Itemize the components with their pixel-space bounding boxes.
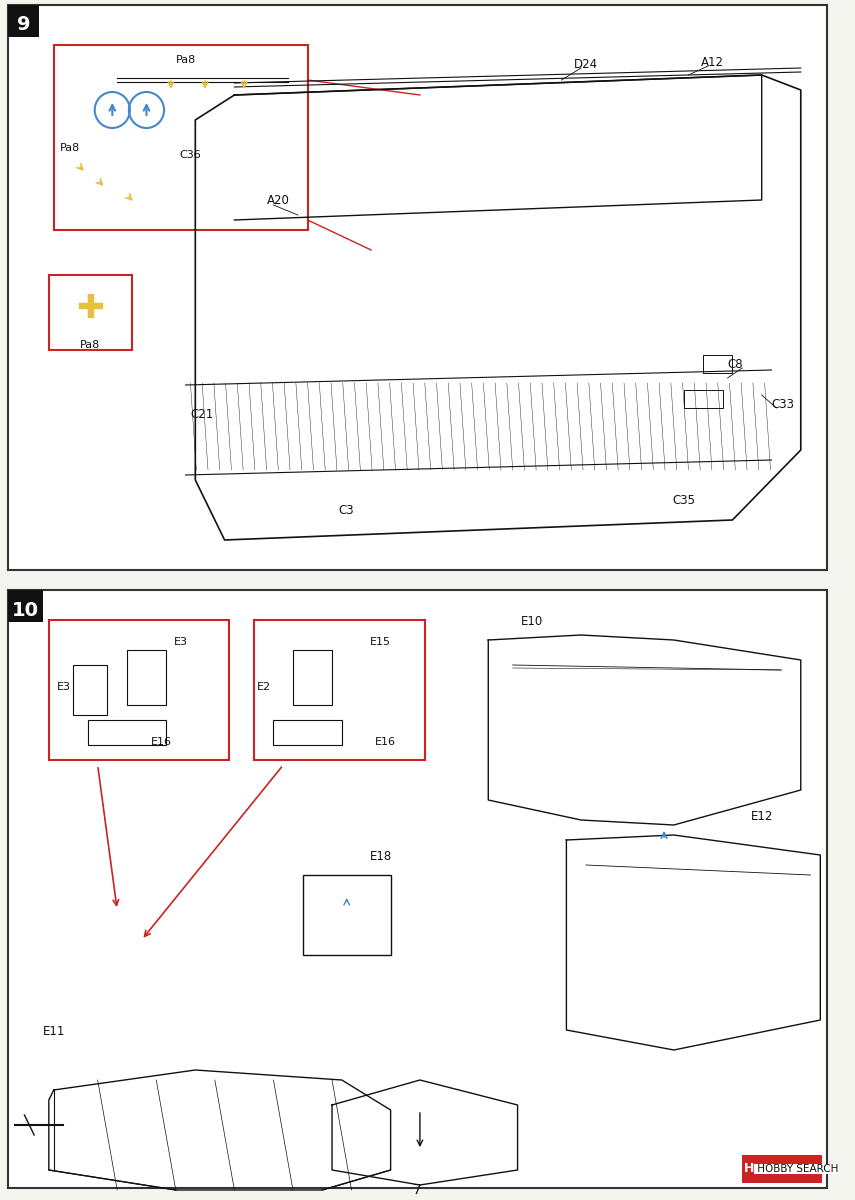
Text: H: H — [744, 1163, 754, 1176]
Bar — [127, 650, 166, 704]
Bar — [8, 5, 827, 570]
Text: E16: E16 — [150, 737, 172, 746]
Text: E3: E3 — [56, 682, 70, 692]
Text: E12: E12 — [751, 810, 773, 823]
Text: C8: C8 — [728, 359, 743, 372]
Text: Pa8: Pa8 — [175, 55, 196, 65]
Bar — [74, 665, 108, 715]
Text: E15: E15 — [370, 637, 392, 647]
Bar — [49, 275, 132, 350]
Bar — [8, 5, 39, 37]
Text: A20: A20 — [267, 193, 290, 206]
Bar — [54, 44, 308, 230]
Text: Pa8: Pa8 — [60, 143, 80, 152]
Bar — [684, 390, 722, 408]
Text: C3: C3 — [339, 504, 355, 516]
Bar — [274, 720, 342, 745]
Text: ✚: ✚ — [76, 292, 103, 324]
Bar — [293, 650, 332, 704]
Bar — [49, 620, 229, 760]
Text: C21: C21 — [191, 408, 214, 421]
Text: 10: 10 — [12, 600, 38, 619]
Text: Pa8: Pa8 — [80, 340, 100, 350]
Text: 9: 9 — [17, 16, 30, 35]
Text: C33: C33 — [771, 398, 794, 412]
Text: C36: C36 — [180, 150, 201, 160]
Bar — [742, 1154, 823, 1183]
Text: HOBBY SEARCH: HOBBY SEARCH — [754, 1164, 838, 1174]
Bar — [703, 355, 733, 373]
Text: 7: 7 — [413, 1183, 422, 1198]
Text: E10: E10 — [521, 614, 543, 628]
Text: C35: C35 — [672, 493, 695, 506]
Bar — [8, 590, 827, 1188]
Bar — [88, 720, 166, 745]
Text: E18: E18 — [369, 850, 392, 863]
Text: E11: E11 — [43, 1025, 65, 1038]
Bar — [8, 590, 43, 622]
Bar — [303, 875, 391, 955]
Text: E3: E3 — [174, 637, 187, 647]
Text: A12: A12 — [701, 55, 724, 68]
Text: E16: E16 — [375, 737, 396, 746]
Bar — [254, 620, 425, 760]
Text: E2: E2 — [256, 682, 271, 692]
Text: D24: D24 — [574, 59, 598, 72]
